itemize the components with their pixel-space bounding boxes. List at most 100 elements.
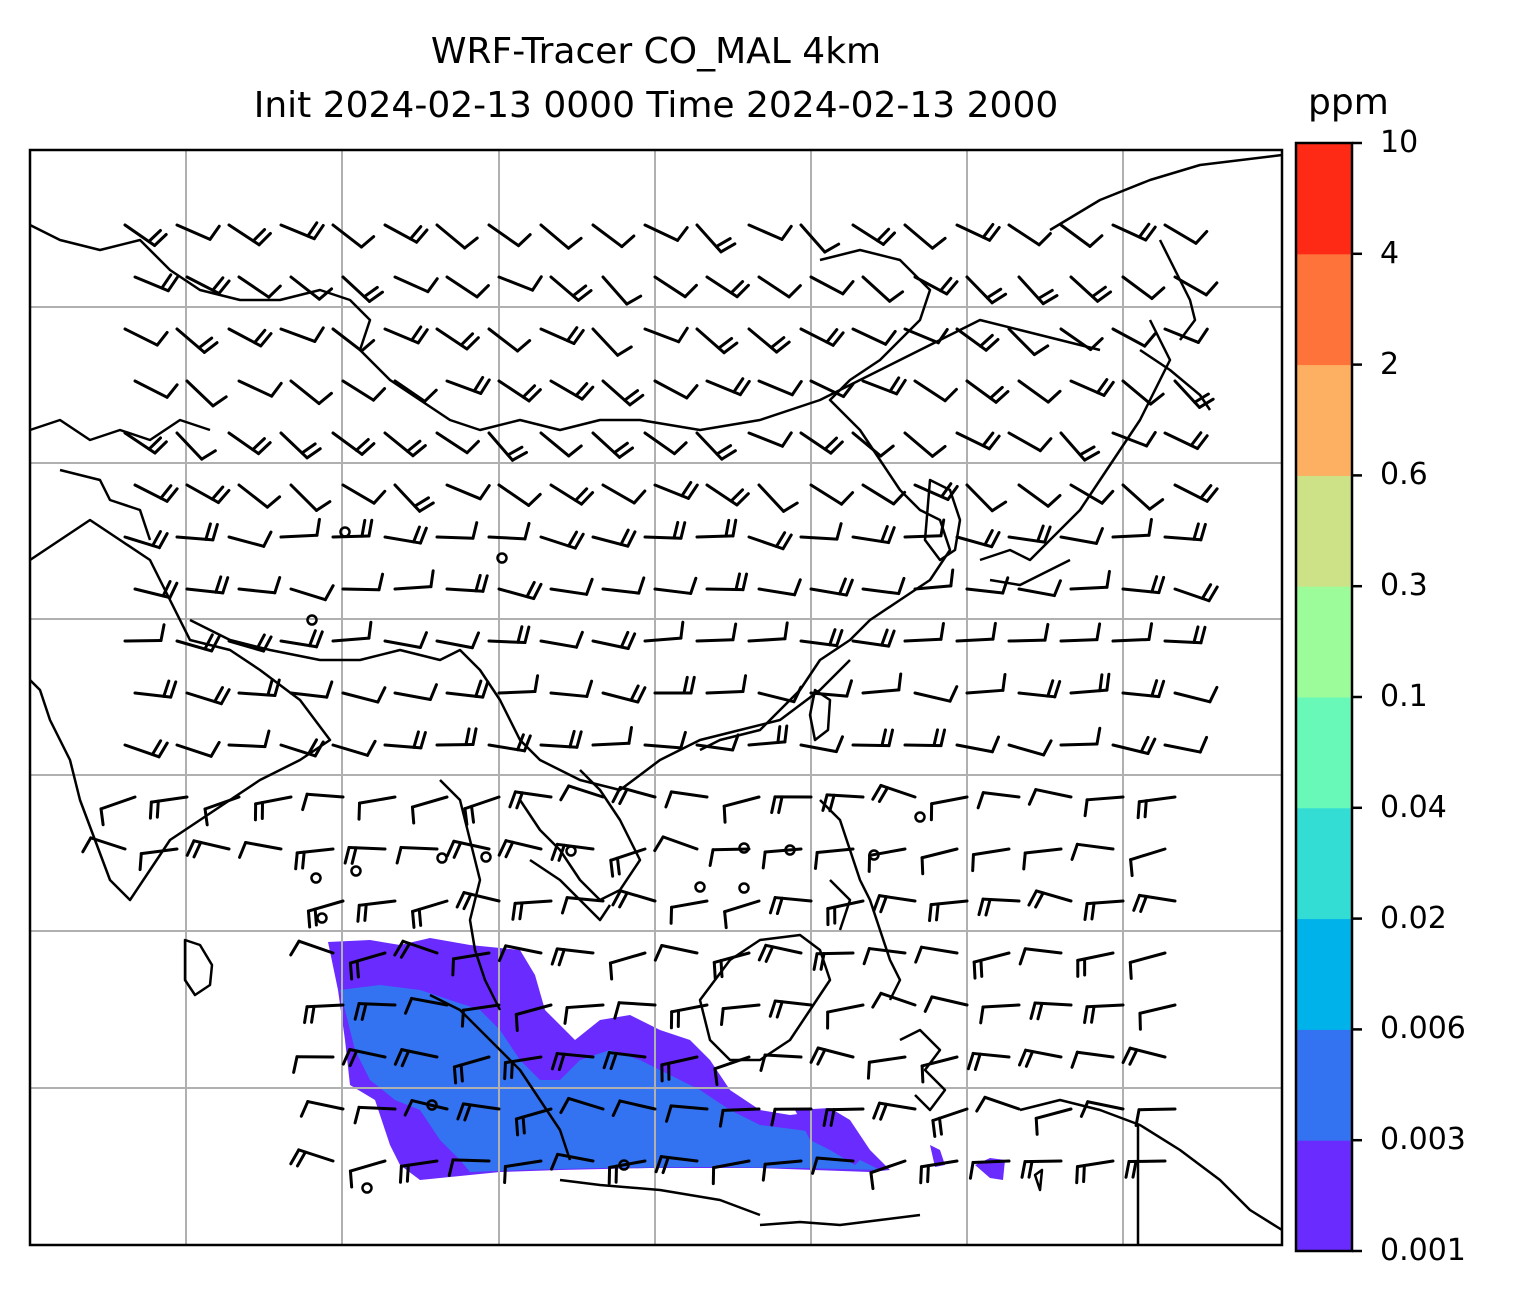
- wind-barb-flag: [1150, 286, 1166, 300]
- wind-barb-flag: [517, 233, 532, 248]
- wind-barb-flag: [159, 623, 166, 642]
- wind-barb-flag: [946, 485, 959, 502]
- wind-barb: [497, 690, 537, 695]
- wind-barb: [965, 483, 994, 513]
- calm-wind-marker: [426, 1099, 438, 1111]
- wind-barb-flag: [560, 896, 569, 915]
- wind-barb-flag: [550, 1152, 560, 1171]
- wind-barb-flag: [985, 287, 1003, 300]
- wind-barb-flag: [1020, 1160, 1027, 1179]
- wind-barb-flag: [459, 1063, 464, 1083]
- wind-barb-flag: [1088, 234, 1104, 248]
- wind-barb-flag: [455, 891, 466, 909]
- wind-barb-flag: [619, 630, 630, 649]
- wind-barb: [1121, 379, 1153, 406]
- wind-barb-flag: [1052, 579, 1062, 598]
- wind-barb: [955, 743, 994, 754]
- wind-barb: [1111, 533, 1151, 539]
- wind-barb-flag: [306, 221, 319, 238]
- wind-barb-flag: [735, 492, 750, 507]
- calm-wind-marker: [436, 852, 448, 864]
- wind-barb-flag: [412, 730, 420, 749]
- wind-barb-flag: [981, 223, 995, 239]
- wind-barb-flag: [776, 725, 782, 745]
- wind-barb-flag: [576, 289, 593, 302]
- wind-barb: [601, 587, 641, 595]
- wind-barb-flag: [654, 1155, 663, 1174]
- wind-barb-flag: [398, 1164, 403, 1184]
- wind-barb-flag: [1078, 445, 1096, 457]
- calm-wind-marker: [738, 842, 750, 854]
- wind-barb-flag: [761, 1162, 767, 1182]
- wind-barb-flag: [325, 680, 334, 699]
- wind-barb-flag: [977, 897, 985, 917]
- wind-barb-flag: [356, 903, 361, 923]
- wind-barb: [722, 795, 761, 808]
- wind-barb: [1121, 483, 1152, 511]
- wind-barb: [826, 1003, 865, 1014]
- wind-barb: [1085, 1003, 1125, 1009]
- wind-barb: [279, 533, 319, 539]
- wind-barb: [591, 327, 620, 357]
- wind-barb-flag: [1043, 622, 1050, 642]
- wind-barb: [1121, 275, 1154, 300]
- wind-barb-flag: [1090, 285, 1107, 299]
- wind-barb: [331, 534, 371, 539]
- wind-barb-flag: [689, 675, 696, 695]
- wind-barb-flag: [976, 791, 985, 810]
- wind-barb-flag: [404, 996, 414, 1015]
- wind-barb-flag: [377, 572, 385, 592]
- wind-barb-flag: [1147, 517, 1153, 537]
- wind-barb-flag: [456, 1102, 465, 1121]
- wind-barb: [757, 691, 796, 704]
- wind-barb-flag: [677, 326, 689, 344]
- colorbar-tick-label: 0.001: [1380, 1233, 1466, 1268]
- wind-barb-flag: [611, 785, 622, 804]
- wind-barb-flag: [718, 1108, 725, 1128]
- wind-barb: [445, 483, 482, 501]
- wind-barb-flag: [1145, 430, 1157, 448]
- wind-barb: [1059, 742, 1099, 747]
- wind-barb: [435, 223, 467, 250]
- wind-barb: [712, 1159, 751, 1170]
- wind-barb-flag: [625, 294, 643, 306]
- wind-barb: [695, 534, 735, 539]
- wind-barb-flag: [1017, 1048, 1028, 1067]
- wind-barb-flag: [775, 896, 784, 916]
- wind-barb-flag: [292, 1055, 299, 1074]
- wind-barb: [487, 327, 520, 353]
- chart-subtitle: Init 2024-02-13 0000 Time 2024-02-13 200…: [253, 85, 1059, 126]
- colorbar-tick-label: 0.04: [1380, 789, 1447, 825]
- wind-barb-flag: [348, 1049, 359, 1068]
- wind-barb-flag: [203, 807, 209, 827]
- wind-barb: [567, 1096, 605, 1111]
- wind-barb-flag: [1027, 788, 1038, 806]
- wind-barb-flag: [609, 858, 615, 878]
- wind-barb: [348, 1159, 387, 1173]
- wind-barb-flag: [416, 328, 429, 345]
- calm-wind-marker: [480, 851, 492, 863]
- wind-barb-flag: [471, 727, 478, 747]
- wind-barb-flag: [1095, 622, 1102, 642]
- wind-barb-flag: [862, 947, 871, 966]
- wind-barb-flag: [757, 943, 768, 962]
- wind-barb-flag: [880, 525, 889, 543]
- wind-barb-flag: [1090, 901, 1096, 921]
- wind-barb-flag: [734, 572, 742, 592]
- wind-barb: [341, 691, 380, 704]
- wind-barb-flag: [768, 999, 777, 1018]
- wind-barb: [983, 1095, 1021, 1111]
- wind-barb-flag: [1192, 522, 1200, 541]
- wind-barb-flag: [708, 848, 715, 868]
- wind-barb: [1017, 379, 1050, 404]
- wind-barb-flag: [571, 284, 588, 298]
- wind-barb-flag: [782, 501, 799, 513]
- wind-barb-flag: [1022, 851, 1027, 871]
- calm-wind-marker: [914, 811, 926, 823]
- wind-barb-flag: [813, 851, 819, 870]
- wind-barb-flag: [994, 390, 1010, 404]
- wind-barb-flag: [474, 573, 482, 593]
- wind-barb-flag: [1036, 288, 1054, 300]
- colorbar-bin-1: [1296, 1029, 1352, 1141]
- wind-barb-flag: [1199, 484, 1213, 500]
